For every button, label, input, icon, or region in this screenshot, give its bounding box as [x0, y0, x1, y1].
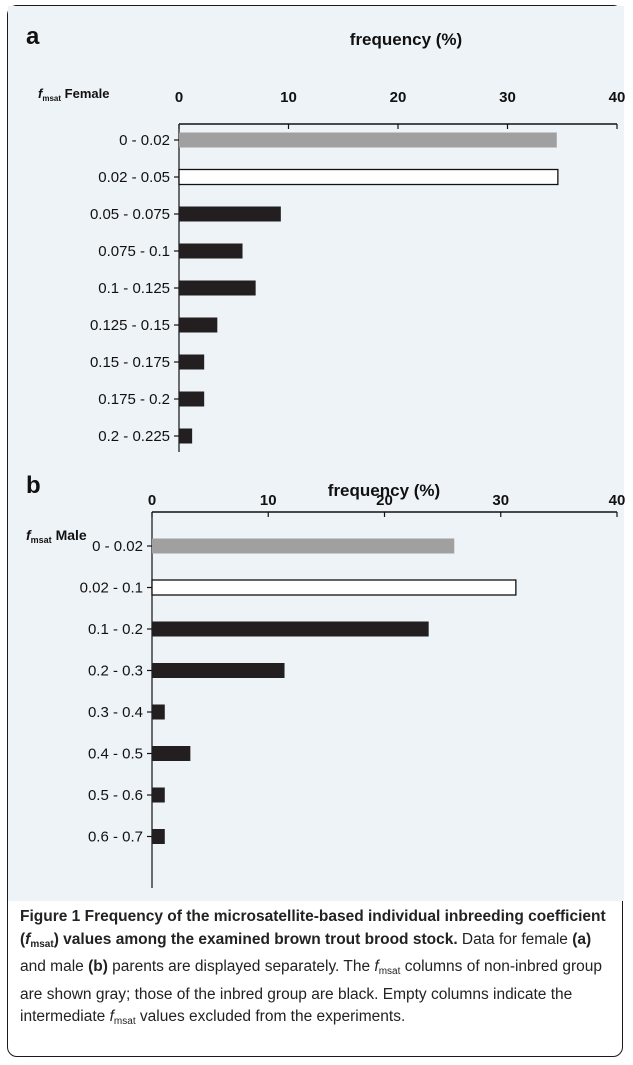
panel-a-x-tick-label: 20 [390, 89, 407, 106]
panel-b-category-label: 0.5 - 0.6 [88, 787, 143, 804]
panel-b-x-tick-label: 0 [148, 492, 156, 509]
panel-a-bar [179, 429, 192, 444]
panel-a-bar [179, 355, 204, 370]
caption-text-3: parents are displayed separately. The [108, 958, 375, 975]
caption-text-2: and male [20, 958, 88, 975]
panel-b-category-label: 0.2 - 0.3 [88, 663, 143, 680]
panel-a-category-label: 0.075 - 0.1 [98, 243, 170, 260]
panel-a-ylabel: fmsat Female [38, 86, 109, 103]
caption-title-sub: msat [30, 939, 53, 950]
panel-a-x-tick-label: 30 [499, 89, 516, 106]
panel-b-category-label: 0.1 - 0.2 [88, 621, 143, 638]
panel-a-bar [179, 281, 256, 296]
caption-text-5: values excluded from the experiments. [136, 1008, 406, 1025]
panel-b-category-label: 0.4 - 0.5 [88, 746, 143, 763]
panel-a-category-label: 0.125 - 0.15 [90, 317, 170, 334]
panel-b-bar [152, 622, 429, 637]
panel-b-bar [152, 788, 165, 803]
caption-text-1: Data for female [458, 931, 573, 948]
caption-label-b: (b) [88, 958, 108, 975]
panel-b-x-tick-label: 30 [492, 492, 509, 509]
panel-a-x-tick-label: 10 [280, 89, 297, 106]
panel-a-bar [179, 133, 557, 148]
caption-sub: msat [379, 966, 401, 977]
panel-a-category-label: 0.05 - 0.075 [90, 206, 170, 223]
panel-b-x-tick-label: 10 [260, 492, 277, 509]
panel-b-bar [152, 663, 285, 678]
panel-a-category-label: 0.1 - 0.125 [98, 280, 170, 297]
panel-b-category-label: 0 - 0.02 [92, 538, 143, 555]
panel-a-category-label: 0.15 - 0.175 [90, 354, 170, 371]
caption-label-a: (a) [572, 931, 591, 948]
panel-b-bar [152, 746, 190, 761]
panel-b-category-label: 0.6 - 0.7 [88, 829, 143, 846]
panel-a-label: a [26, 23, 40, 50]
panel-b-ylabel: fmsat Male [26, 527, 87, 545]
panel-a-x-tick-label: 0 [175, 89, 183, 106]
panel-a-bar [179, 318, 217, 333]
figure-charts: a frequency (%) fmsat Female 0 10 20 30 40 0 - 0… [0, 0, 633, 905]
panel-a-bar [179, 392, 204, 407]
panel-a-category-label: 0.2 - 0.225 [98, 428, 170, 445]
panel-a-bar [179, 244, 243, 259]
panel-a-bar [179, 170, 558, 185]
panel-b-x-tick-label: 40 [609, 492, 626, 509]
panel-b-bar [152, 705, 165, 720]
panel-b-bar [152, 539, 454, 554]
caption-title-part2: ) values among the examined brown trout … [54, 931, 458, 948]
panel-a-category-label: 0.02 - 0.05 [98, 169, 170, 186]
panel-a-category-label: 0 - 0.02 [119, 132, 170, 149]
panel-a-x-tick-label: 40 [609, 89, 626, 106]
panel-a-category-label: 0.175 - 0.2 [98, 391, 170, 408]
panel-b-label: b [26, 472, 41, 499]
panel-a-bar [179, 207, 281, 222]
panel-b-bar [152, 580, 516, 595]
panel-b-category-label: 0.3 - 0.4 [88, 704, 143, 721]
figure-caption: Figure 1 Frequency of the microsatellite… [20, 906, 618, 1034]
panel-b-x-tick-label: 20 [376, 492, 393, 509]
caption-sub-2: msat [114, 1016, 136, 1027]
panel-a-title: frequency (%) [350, 30, 462, 49]
panel-b-bar [152, 829, 165, 844]
panel-b-category-label: 0.02 - 0.1 [80, 580, 143, 597]
